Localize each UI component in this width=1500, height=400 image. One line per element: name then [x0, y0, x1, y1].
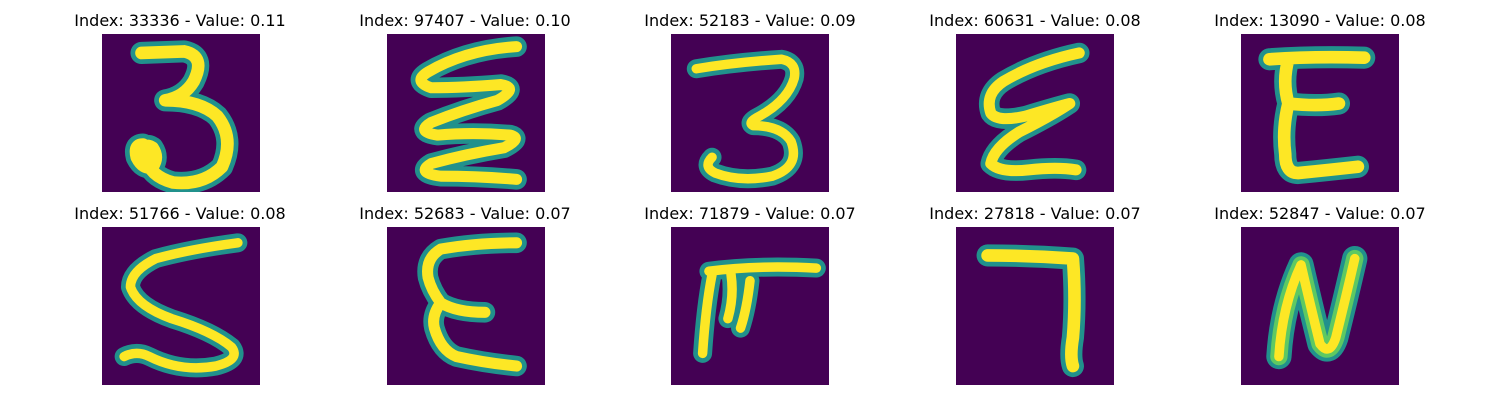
- digit-image-N: [1241, 227, 1399, 385]
- panel-title: Index: 60631 - Value: 0.08: [929, 11, 1141, 30]
- panel-title: Index: 97407 - Value: 0.10: [359, 11, 571, 30]
- digit-image-E: [1241, 34, 1399, 192]
- digit-image-epsilon: [387, 227, 545, 385]
- panel-title: Index: 71879 - Value: 0.07: [644, 204, 856, 223]
- digit-image-epsilon: [956, 34, 1114, 192]
- digit-image: [102, 227, 260, 385]
- digit-image-S: [102, 227, 260, 385]
- panel-title: Index: 52847 - Value: 0.07: [1214, 204, 1426, 223]
- digit-image: [1241, 34, 1399, 192]
- digit-image: [387, 227, 545, 385]
- panel-title: Index: 51766 - Value: 0.08: [74, 204, 286, 223]
- panel-title: Index: 52683 - Value: 0.07: [359, 204, 571, 223]
- digit-image-3: [102, 34, 260, 192]
- panel-title: Index: 52183 - Value: 0.09: [644, 11, 856, 30]
- digit-image: [387, 34, 545, 192]
- digit-image: [956, 227, 1114, 385]
- digit-image: [671, 227, 829, 385]
- panel-title: Index: 33336 - Value: 0.11: [74, 11, 286, 30]
- digit-image: [956, 34, 1114, 192]
- panel-title: Index: 27818 - Value: 0.07: [929, 204, 1141, 223]
- digit-image: [102, 34, 260, 192]
- digit-image: [671, 34, 829, 192]
- digit-image: [1241, 227, 1399, 385]
- panel-title: Index: 13090 - Value: 0.08: [1214, 11, 1426, 30]
- digit-image-zigzag: [387, 34, 545, 192]
- digit-image-3: [671, 34, 829, 192]
- digit-image-F: [671, 227, 829, 385]
- digit-image-7: [956, 227, 1114, 385]
